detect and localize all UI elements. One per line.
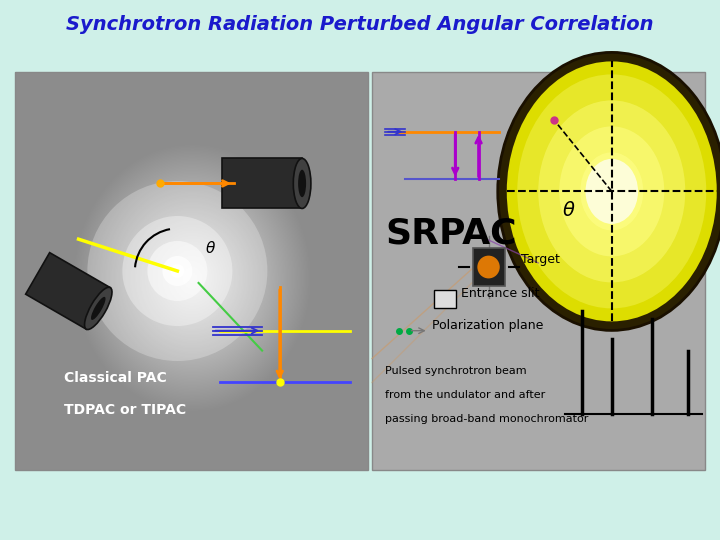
Bar [472,248,505,286]
Text: $\theta$: $\theta$ [205,240,217,256]
Text: Polarization plane: Polarization plane [431,319,543,332]
Text: Target: Target [521,253,559,266]
Ellipse shape [171,264,184,278]
Text: SRPAC: SRPAC [385,216,517,250]
Ellipse shape [293,158,311,208]
Ellipse shape [87,181,267,361]
Bar [222,158,302,208]
Ellipse shape [559,126,665,256]
Text: Entrance slit: Entrance slit [462,287,540,300]
Ellipse shape [148,241,207,301]
Ellipse shape [498,52,720,330]
Ellipse shape [163,256,192,286]
Text: Synchrotron Radiation Perturbed Angular Correlation: Synchrotron Radiation Perturbed Angular … [66,15,654,33]
Ellipse shape [580,152,643,231]
Ellipse shape [507,62,717,321]
Ellipse shape [517,75,706,308]
Ellipse shape [477,255,500,279]
Ellipse shape [91,297,106,320]
Bar [434,290,456,308]
Ellipse shape [84,287,112,329]
Bar [15,72,368,470]
Ellipse shape [539,100,685,282]
Bar [372,72,705,470]
Bar [26,253,110,329]
Text: from the undulator and after: from the undulator and after [385,390,546,400]
Text: TDPAC or TIPAC: TDPAC or TIPAC [64,403,186,417]
Text: passing broad-band monochromator: passing broad-band monochromator [385,414,589,424]
Ellipse shape [585,159,638,224]
Text: Pulsed synchrotron beam: Pulsed synchrotron beam [385,367,527,376]
Ellipse shape [298,170,306,197]
Text: $\theta$: $\theta$ [562,201,575,220]
Text: Classical PAC: Classical PAC [64,372,167,386]
Ellipse shape [122,216,233,326]
